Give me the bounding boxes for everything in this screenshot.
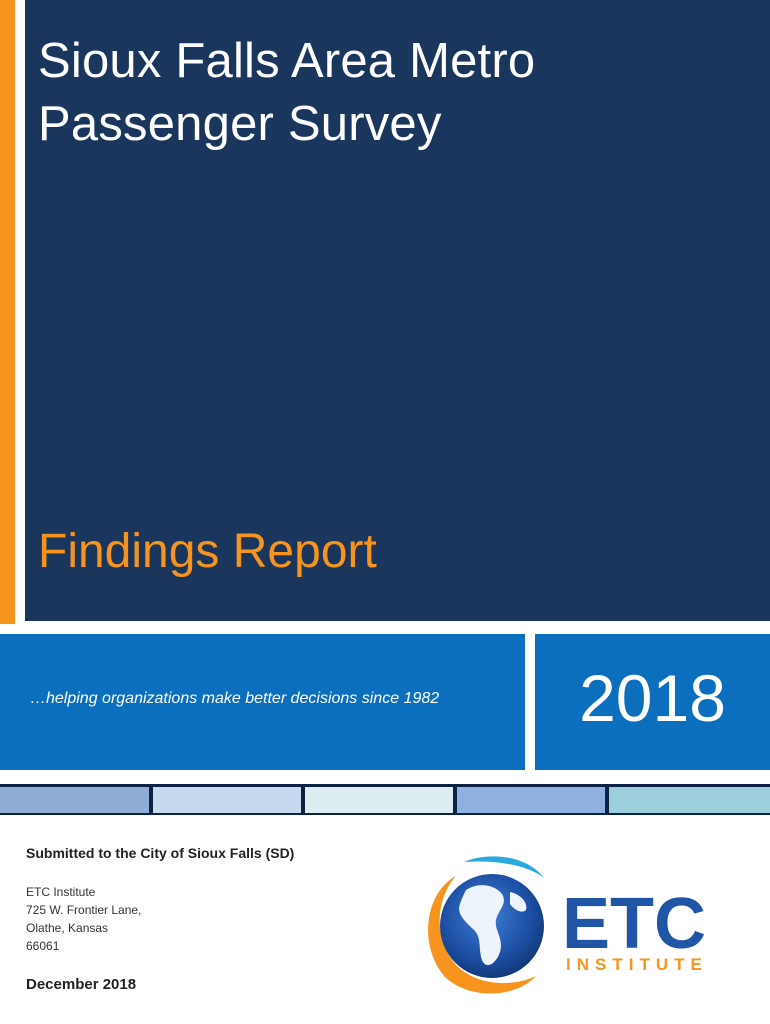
stripe-block <box>457 787 605 813</box>
report-year: 2018 <box>579 661 726 735</box>
year-band: 2018 <box>535 634 770 770</box>
title-line-1: Sioux Falls Area Metro <box>38 34 536 88</box>
tagline-text: …helping organizations make better decis… <box>30 690 440 707</box>
address-line: 725 W. Frontier Lane, <box>26 903 142 917</box>
report-subtitle: Findings Report <box>38 525 377 578</box>
title-line-2: Passenger Survey <box>38 97 442 151</box>
address-block: ETC Institute 725 W. Frontier Lane, Olat… <box>26 883 141 955</box>
tagline-band: …helping organizations make better decis… <box>0 634 525 770</box>
logo-institute-text: INSTITUTE <box>566 955 708 974</box>
cover-hero-panel: Sioux Falls Area Metro Passenger Survey … <box>25 0 770 621</box>
decorative-stripe-row <box>0 784 770 815</box>
stripe-block <box>305 787 453 813</box>
etc-institute-logo: ETC INSTITUTE <box>428 856 708 994</box>
logo-etc-text: ETC <box>562 884 706 964</box>
stripe-block <box>153 787 301 813</box>
stripe-block <box>0 787 149 813</box>
submitted-to-line: Submitted to the City of Sioux Falls (SD… <box>26 845 295 861</box>
report-title: Sioux Falls Area Metro Passenger Survey <box>38 30 535 156</box>
address-line: Olathe, Kansas <box>26 921 109 935</box>
report-date: December 2018 <box>26 976 137 993</box>
stripe-block <box>609 787 770 813</box>
globe-icon <box>428 856 544 994</box>
address-line: ETC Institute <box>26 885 96 899</box>
orange-accent-bar <box>0 0 15 624</box>
address-line: 66061 <box>26 939 60 953</box>
